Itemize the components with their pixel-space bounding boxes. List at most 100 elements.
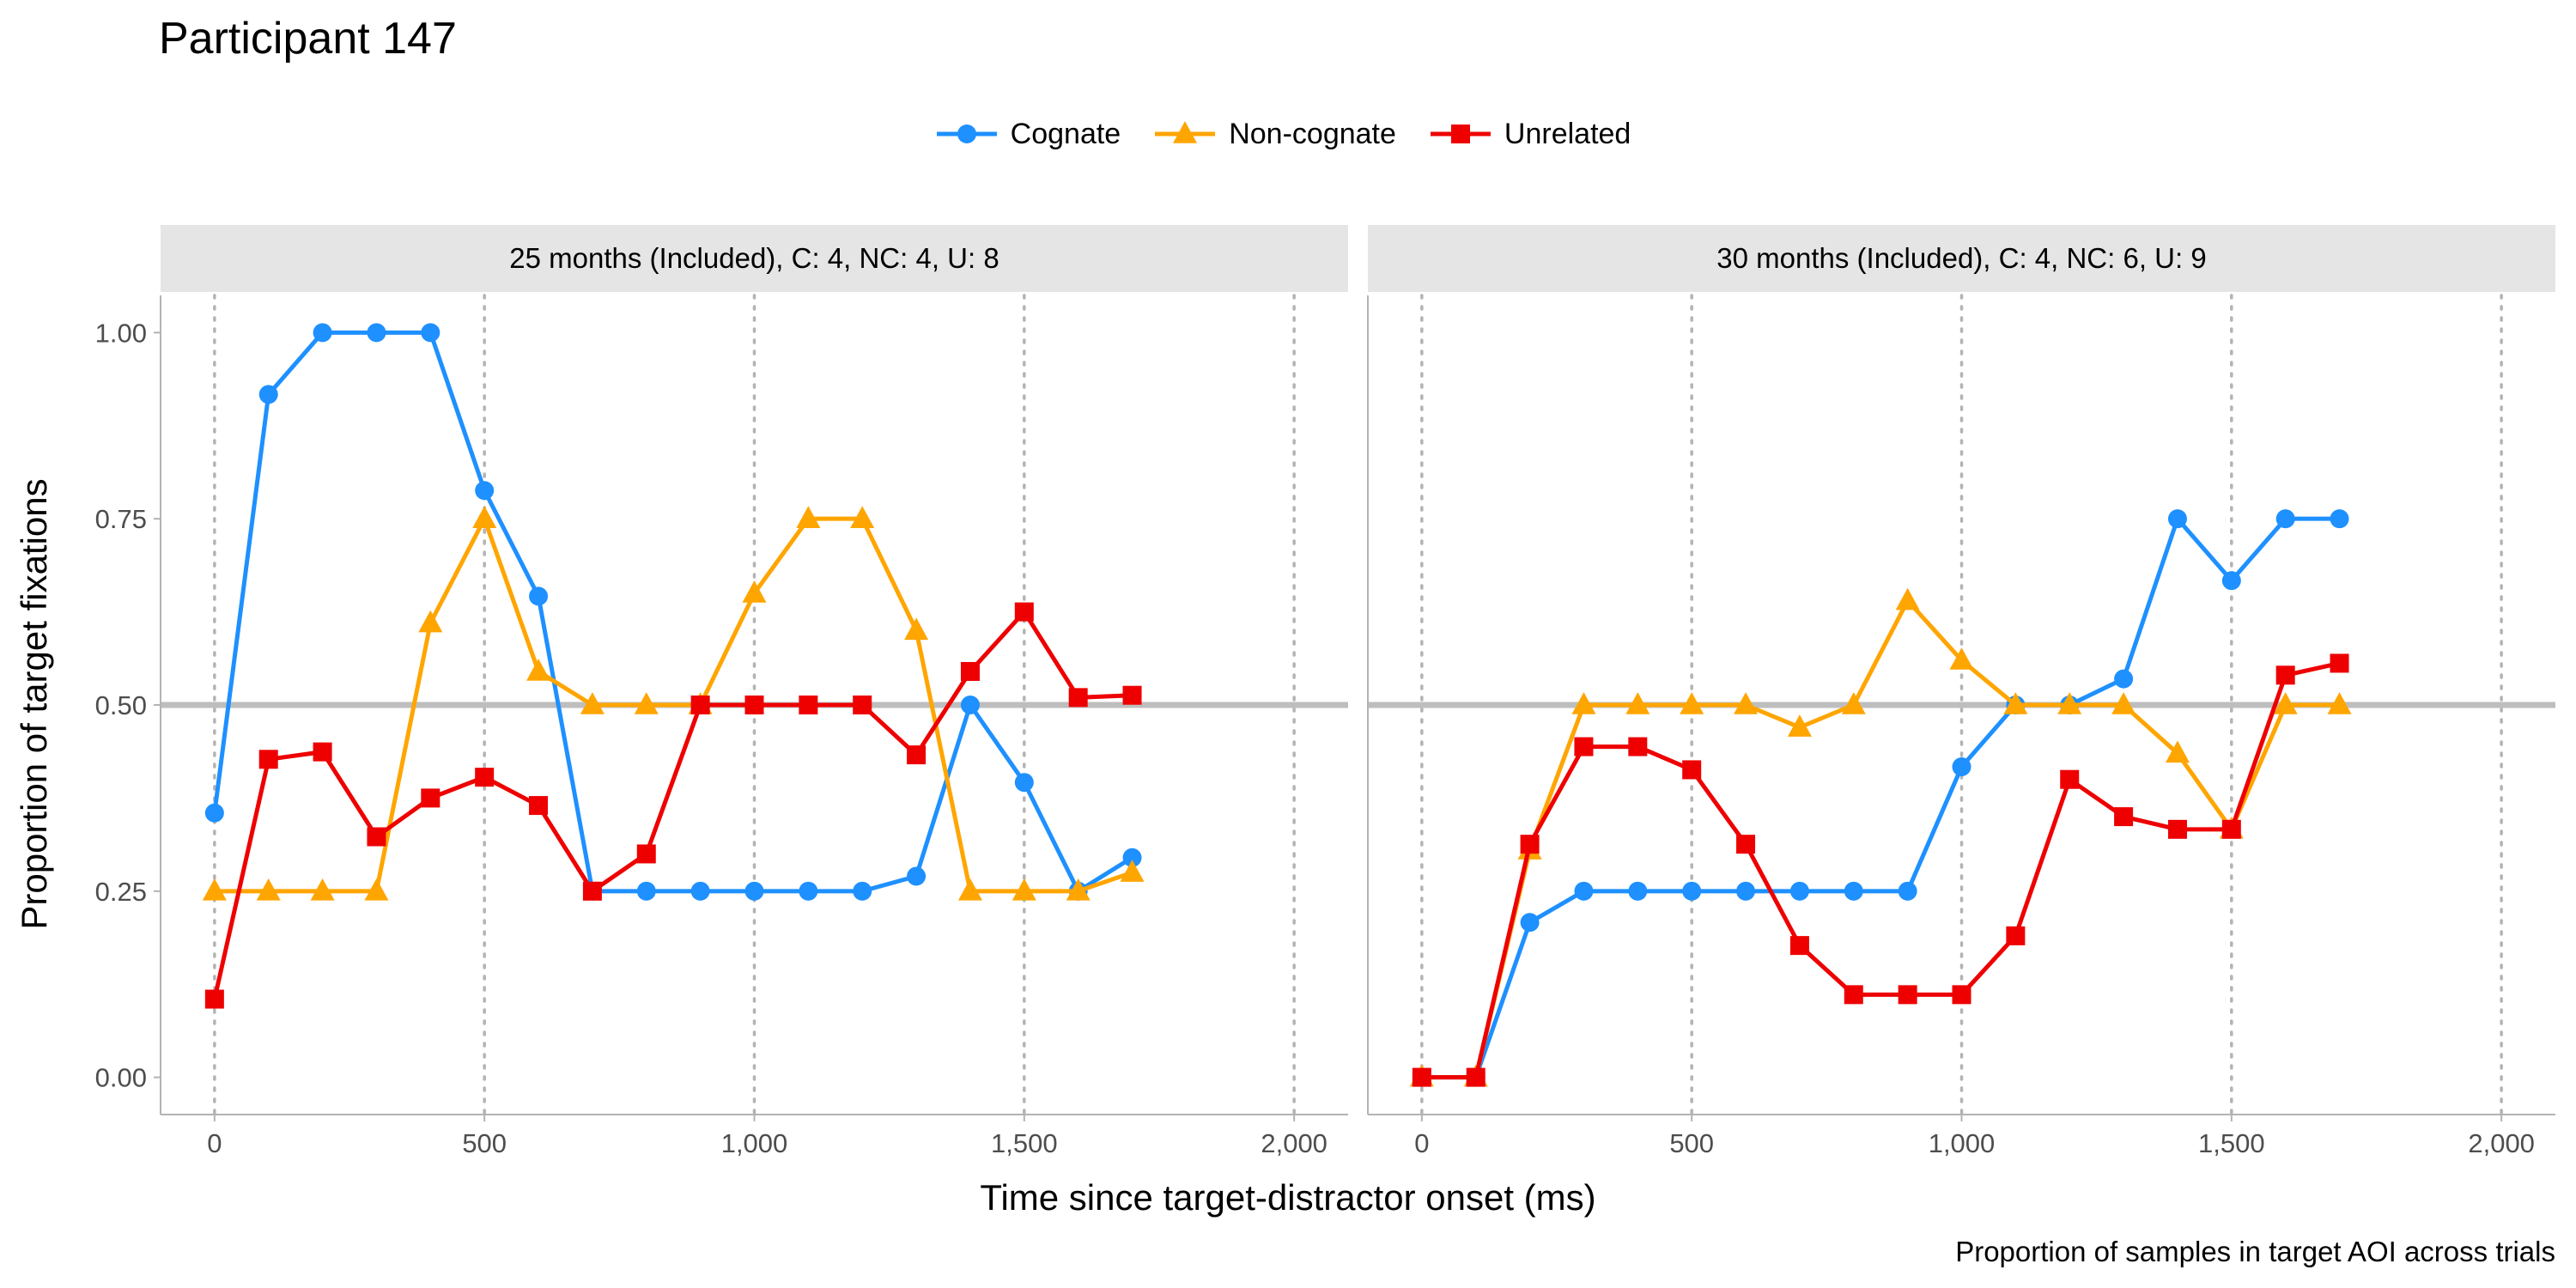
data-point-unrelated: [2330, 653, 2349, 673]
legend-label: Cognate: [1010, 118, 1121, 150]
y-axis-label: Proportion of target fixations: [14, 478, 54, 930]
data-point-cognate: [1682, 881, 1702, 901]
y-tick-label: 0.25: [95, 877, 147, 907]
data-point-unrelated: [475, 768, 495, 787]
data-point-non-cognate: [1734, 692, 1759, 714]
facet-strip: [161, 225, 1348, 292]
legend-key-marker: [1173, 121, 1198, 143]
data-point-unrelated: [1014, 602, 1034, 622]
data-point-cognate: [1844, 881, 1863, 901]
data-point-non-cognate: [580, 692, 605, 714]
chart-caption: Proportion of samples in target AOI acro…: [1955, 1236, 2555, 1267]
series-unrelated: [204, 602, 1142, 1009]
data-point-non-cognate: [2003, 692, 2028, 714]
data-point-non-cognate: [904, 617, 929, 641]
series-line-unrelated: [1421, 660, 2341, 1080]
data-point-cognate: [744, 881, 764, 901]
data-point-unrelated: [1520, 835, 1540, 854]
data-point-non-cognate: [418, 610, 443, 633]
data-point-unrelated: [1628, 737, 1648, 756]
data-point-non-cognate: [634, 692, 659, 714]
data-point-cognate: [1952, 756, 1971, 776]
data-point-unrelated: [799, 696, 818, 714]
x-tick-label: 2,000: [2468, 1128, 2535, 1158]
data-point-non-cognate: [2111, 692, 2136, 714]
legend-item-cognate: Cognate: [935, 117, 1121, 151]
data-point-non-cognate: [1895, 587, 1920, 611]
data-point-non-cognate: [1120, 860, 1145, 882]
series-line-non-cognate: [1421, 598, 2340, 1080]
data-point-unrelated: [1122, 685, 1142, 705]
legend-item-non-cognate: Non-cognate: [1153, 117, 1396, 151]
data-point-cognate: [2330, 509, 2349, 529]
data-point-unrelated: [690, 696, 710, 714]
x-tick-label: 1,500: [991, 1128, 1058, 1158]
series-line-non-cognate: [214, 516, 1133, 894]
data-point-unrelated: [1412, 1067, 1431, 1087]
data-point-non-cognate: [202, 878, 227, 901]
data-point-non-cognate: [256, 878, 281, 901]
data-point-cognate: [2275, 509, 2295, 529]
data-point-cognate: [690, 881, 710, 901]
data-point-non-cognate: [310, 878, 335, 901]
data-point-cognate: [1628, 881, 1648, 901]
data-point-unrelated: [1898, 985, 1917, 1005]
legend-key: [1430, 125, 1491, 143]
data-point-non-cognate: [1841, 692, 1866, 714]
data-point-non-cognate: [796, 506, 821, 528]
x-tick-label: 500: [1669, 1128, 1714, 1158]
data-point-unrelated: [744, 696, 764, 714]
series-cognate: [204, 323, 1142, 901]
data-point-unrelated: [907, 745, 927, 765]
data-point-cognate: [313, 323, 332, 343]
data-point-unrelated: [636, 844, 656, 864]
data-point-unrelated: [1574, 737, 1594, 756]
legend-key-marker: [957, 125, 976, 143]
data-point-unrelated: [1844, 985, 1863, 1005]
data-point-unrelated: [258, 750, 278, 769]
data-point-cognate: [1520, 913, 1540, 933]
data-point-non-cognate: [742, 580, 767, 603]
data-point-unrelated: [2006, 926, 2026, 945]
series-line-unrelated: [212, 610, 1133, 1000]
data-point-cognate: [529, 586, 549, 606]
data-point-non-cognate: [1012, 878, 1036, 901]
panel-2: 30 months (Included), C: 4, NC: 6, U: 9 0…: [1367, 225, 2555, 1158]
data-point-unrelated: [1068, 688, 1088, 708]
data-point-unrelated: [2275, 665, 2295, 685]
data-point-unrelated: [582, 881, 602, 901]
y-tick-label: 0.00: [95, 1063, 147, 1093]
data-point-cognate: [204, 803, 224, 823]
data-point-non-cognate: [2057, 692, 2082, 714]
data-point-unrelated: [1952, 985, 1971, 1005]
data-point-non-cognate: [472, 506, 497, 528]
data-point-unrelated: [2167, 819, 2187, 839]
data-point-non-cognate: [1680, 692, 1704, 714]
facet-strip: [1368, 225, 2555, 292]
y-tick-label: 0.50: [95, 690, 147, 720]
data-point-non-cognate: [2327, 692, 2352, 714]
x-tick-label: 1,000: [721, 1128, 788, 1158]
legend-label: Unrelated: [1504, 118, 1631, 150]
data-point-non-cognate: [1949, 647, 1974, 670]
data-point-unrelated: [1789, 936, 1809, 956]
data-point-cognate: [1574, 881, 1594, 901]
series-non-cognate: [202, 506, 1145, 901]
data-point-non-cognate: [2273, 692, 2298, 714]
y-tick-label: 1.00: [95, 318, 147, 348]
series-line-cognate: [1421, 516, 2340, 1080]
data-point-unrelated: [204, 989, 224, 1009]
data-point-unrelated: [2060, 769, 2080, 789]
data-point-cognate: [960, 696, 980, 714]
data-point-cognate: [258, 385, 278, 404]
data-point-cognate: [853, 881, 872, 901]
legend: Cognate Non-cognate Unrelated: [0, 110, 2576, 158]
data-point-cognate: [1122, 848, 1142, 867]
data-point-cognate: [907, 866, 927, 886]
data-point-non-cognate: [1625, 692, 1650, 714]
x-tick-label: 0: [1414, 1128, 1429, 1158]
data-point-unrelated: [1736, 835, 1756, 854]
chart-title: Participant 147: [159, 14, 457, 64]
y-tick-label: 0.75: [95, 504, 147, 534]
